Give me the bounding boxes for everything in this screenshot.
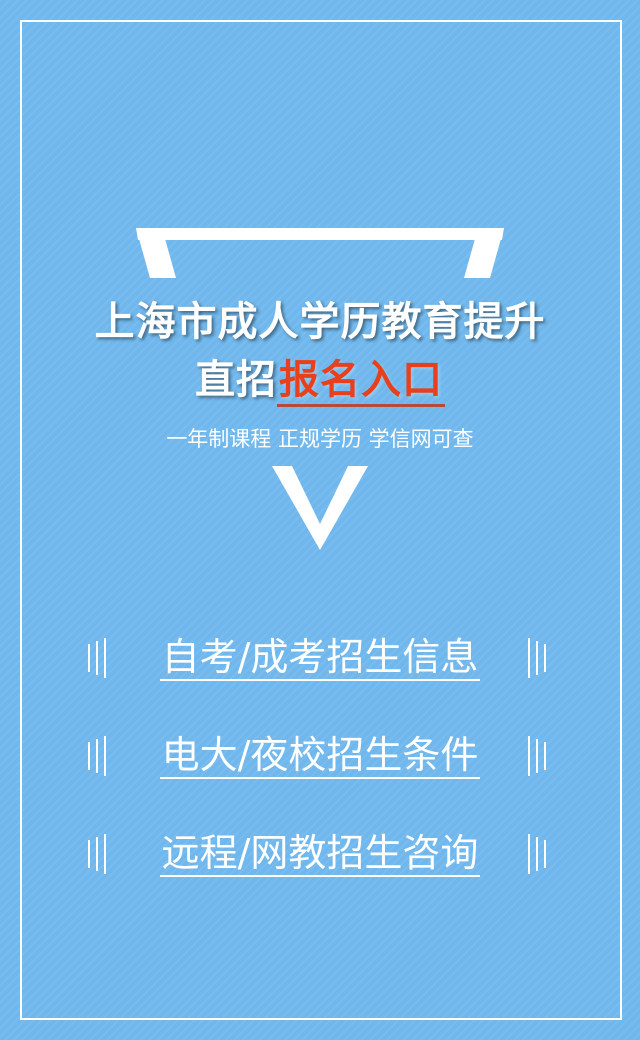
top-triangle-right-shape — [464, 228, 504, 278]
headline-prefix: 直招 — [195, 356, 277, 403]
poster-frame — [20, 20, 622, 1020]
left-bars-icon — [88, 834, 112, 874]
right-bars-icon — [528, 834, 552, 874]
down-chevron-shape — [272, 466, 368, 550]
top-triangle-left-shape — [136, 228, 176, 278]
headline-line-2: 直招报名入口 — [0, 352, 640, 408]
top-triangle-bar-shape — [136, 228, 504, 240]
right-bars-icon — [528, 736, 552, 776]
menu-link-distance-education[interactable]: 远程/网教招生咨询 — [0, 828, 640, 878]
menu-link-label[interactable]: 电大/夜校招生条件 — [159, 733, 481, 779]
menu-link-tv-university[interactable]: 电大/夜校招生条件 — [0, 730, 640, 780]
left-bars-icon — [88, 736, 112, 776]
tagline: 一年制课程 正规学历 学信网可查 — [166, 427, 474, 451]
menu-link-label[interactable]: 自考/成考招生信息 — [159, 635, 481, 681]
registration-entry-highlight[interactable]: 报名入口 — [277, 356, 445, 407]
headline-line-1: 上海市成人学历教育提升 — [94, 298, 546, 345]
left-bars-icon — [88, 638, 112, 678]
menu-link-label[interactable]: 远程/网教招生咨询 — [159, 831, 481, 877]
right-bars-icon — [528, 638, 552, 678]
menu-link-self-study[interactable]: 自考/成考招生信息 — [0, 632, 640, 682]
